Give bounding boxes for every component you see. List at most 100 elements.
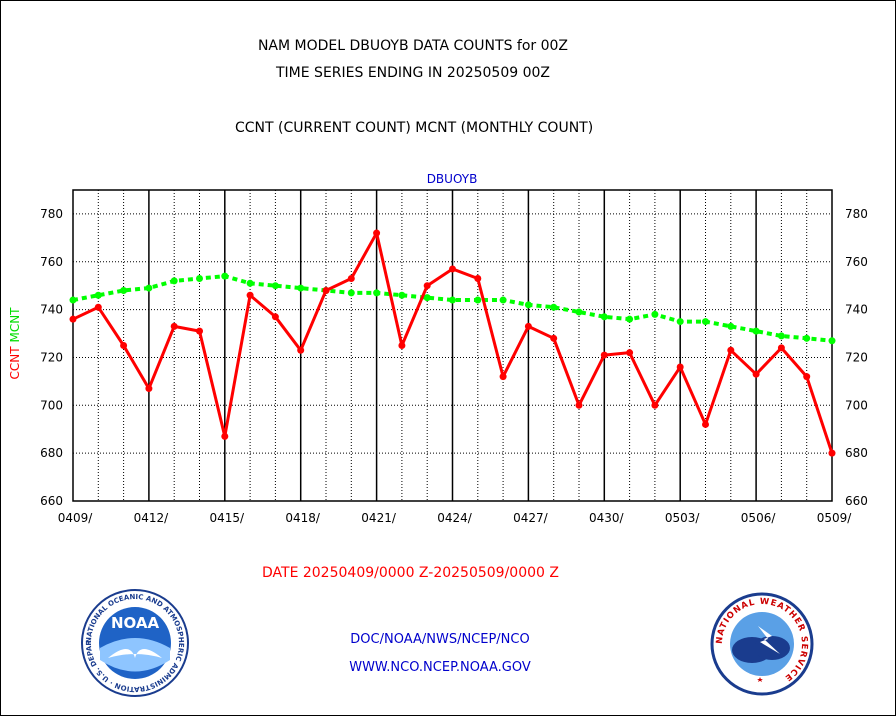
data-point-mcnt (702, 318, 709, 326)
data-point-ccnt (145, 385, 153, 393)
y-tick-label: 680 (40, 446, 63, 460)
data-point-ccnt (246, 291, 254, 299)
data-point-mcnt (752, 327, 760, 335)
data-point-mcnt (170, 277, 178, 285)
chart-subtitle: CCNT (CURRENT COUNT) MCNT (MONTHLY COUNT… (235, 120, 594, 136)
data-point-mcnt (94, 291, 102, 299)
data-point-mcnt (449, 296, 456, 304)
data-point-ccnt (347, 275, 355, 283)
data-point-ccnt (322, 286, 330, 294)
data-point-ccnt (727, 346, 735, 354)
data-point-mcnt (727, 322, 735, 330)
org-path-link[interactable]: DOC/NOAA/NWS/NCEP/NCO (350, 632, 530, 647)
noaa-logo-text: NOAA (111, 614, 160, 632)
plot-area-border (72, 189, 833, 502)
data-point-ccnt (575, 401, 583, 409)
x-axis: 0409/0412/0415/0418/0421/0424/0427/0430/… (58, 511, 853, 525)
data-point-mcnt (626, 315, 634, 323)
data-point-mcnt (499, 296, 507, 304)
date-range: DATE 20250409/0000 Z-20250509/0000 Z (262, 565, 559, 581)
data-point-ccnt (196, 327, 203, 335)
data-point-mcnt (69, 296, 77, 304)
data-point-mcnt (347, 289, 355, 297)
data-point-ccnt (373, 229, 381, 237)
data-point-ccnt (777, 344, 785, 352)
data-point-mcnt (777, 332, 785, 340)
data-point-ccnt (94, 303, 102, 311)
data-point-ccnt (828, 449, 836, 457)
y-tick-label-right: 780 (845, 207, 868, 221)
data-point-ccnt (449, 265, 456, 273)
data-point-ccnt (676, 363, 684, 371)
x-tick-label: 0418/ (285, 511, 321, 525)
grid-lines (73, 190, 832, 501)
data-point-mcnt (600, 313, 608, 321)
y-tick-label-right: 740 (845, 303, 868, 317)
y-tick-label-right: 700 (845, 398, 868, 412)
chart-title-line2: TIME SERIES ENDING IN 20250509 00Z (276, 65, 550, 81)
data-point-mcnt (803, 334, 811, 342)
data-point-ccnt (297, 346, 305, 354)
data-point-mcnt (246, 279, 254, 287)
data-point-mcnt (474, 296, 482, 304)
x-tick-label: 0509/ (817, 511, 853, 525)
data-point-mcnt (120, 286, 128, 294)
y-label-ccnt: CCNT (8, 346, 22, 380)
data-point-ccnt (221, 432, 229, 440)
y-label-mcnt: MCNT (8, 307, 22, 343)
x-tick-label: 0421/ (361, 511, 397, 525)
x-tick-label: 0427/ (513, 511, 549, 525)
data-point-mcnt (676, 318, 684, 326)
data-point-ccnt (499, 373, 507, 381)
y-tick-label-right: 760 (845, 255, 868, 269)
data-point-ccnt (702, 420, 709, 428)
y-tick-label: 660 (40, 494, 63, 508)
plot-title: DBUOYB (427, 172, 478, 186)
data-point-ccnt (524, 322, 532, 330)
y-tick-label: 740 (40, 303, 63, 317)
y-tick-label: 760 (40, 255, 63, 269)
data-point-mcnt (398, 291, 406, 299)
x-tick-label: 0503/ (665, 511, 701, 525)
y-tick-label-right: 720 (845, 350, 868, 364)
data-point-mcnt (373, 289, 381, 297)
x-tick-label: 0430/ (589, 511, 625, 525)
data-point-mcnt (550, 303, 558, 311)
data-point-ccnt (803, 373, 811, 381)
website-link[interactable]: WWW.NCO.NCEP.NOAA.GOV (349, 660, 531, 675)
data-point-ccnt (423, 282, 431, 290)
x-tick-label: 0506/ (741, 511, 777, 525)
data-point-mcnt (524, 301, 532, 309)
data-point-ccnt (474, 275, 482, 283)
data-point-mcnt (145, 284, 153, 292)
chart-title-line1: NAM MODEL DBUOYB DATA COUNTS for 00Z (257, 38, 569, 54)
data-point-mcnt (828, 337, 836, 345)
y-tick-label: 780 (40, 207, 63, 221)
y-axis-label: CCNT MCNT (8, 307, 22, 380)
nws-logo: NATIONAL WEATHER SERVICE (710, 592, 814, 696)
x-tick-label: 0424/ (437, 511, 473, 525)
y-axis-left: 660 680 700 720 740 760 780 (40, 207, 63, 508)
noaa-logo: NATIONAL OCEANIC AND ATMOSPHERIC ADMINIS… (80, 588, 189, 697)
y-tick-label: 700 (40, 398, 63, 412)
data-point-mcnt (196, 275, 203, 283)
data-point-mcnt (423, 294, 431, 302)
series-layer (69, 229, 836, 457)
x-tick-label: 0409/ (58, 511, 94, 525)
data-point-ccnt (752, 370, 760, 378)
data-point-mcnt (271, 282, 279, 290)
data-point-mcnt (297, 284, 305, 292)
data-point-ccnt (69, 315, 77, 323)
data-point-ccnt (120, 342, 128, 349)
data-point-mcnt (575, 308, 583, 316)
data-point-ccnt (271, 313, 279, 321)
data-point-mcnt (221, 272, 229, 280)
line-chart: DBUOYB 660 680 700 720 740 760 780 660 680 700 72… (8, 172, 868, 525)
data-point-ccnt (600, 351, 608, 359)
data-point-ccnt (398, 342, 406, 349)
y-tick-label-right: 660 (845, 494, 868, 508)
data-point-ccnt (170, 322, 178, 330)
y-tick-label: 720 (40, 350, 63, 364)
data-point-ccnt (550, 334, 558, 342)
x-tick-label: 0415/ (210, 511, 246, 525)
